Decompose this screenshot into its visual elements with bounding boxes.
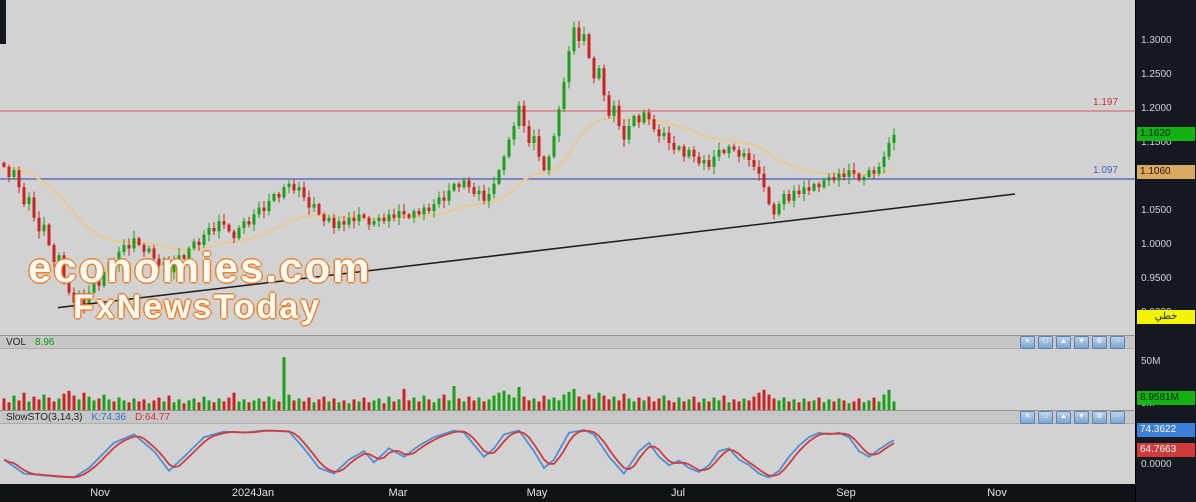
time-axis[interactable]: Nov 2024Jan Mar May Jul Sep Nov (0, 484, 1196, 502)
price-panel[interactable]: economies.com FxNewsToday 1.197 1.097 (0, 0, 1135, 335)
price-tick-label: 1.0500 (1141, 205, 1172, 216)
time-axis-label: Mar (388, 487, 408, 499)
stochastic-move-down-icon[interactable]: ▼ (1074, 410, 1089, 424)
stochastic-indicator-label: SlowSTO(3,14,3) (6, 411, 83, 423)
scale-type-badge[interactable]: خطي (1137, 310, 1195, 324)
candlestick-chart (0, 20, 1135, 314)
stochastic-lines-chart (3, 428, 895, 479)
stochastic-d-value: D:64.77 (135, 411, 171, 423)
price-tick-label: 1.2500 (1141, 69, 1172, 80)
price-tick-label: 1.1500 (1141, 137, 1172, 148)
time-axis-label: Nov (987, 487, 1007, 499)
time-axis-label: Nov (90, 487, 110, 499)
stochastic-k-value: K:74.36 (91, 411, 126, 423)
volume-indicator-value: 8.96 (35, 336, 55, 348)
stochastic-panel-header: SlowSTO(3,14,3) K:74.36 D:64.77 ✕ □ ▲ ▼ ⚙ ⋯ (0, 410, 1135, 424)
price-axis[interactable]: 1.30001.25001.20001.15001.10001.05001.00… (1135, 0, 1196, 502)
volume-bars-chart (2, 357, 896, 410)
stochastic-zero-label: 0.0000 (1141, 459, 1172, 470)
resistance-level-label: 1.197 (1093, 97, 1119, 108)
price-tick-label: 0.9500 (1141, 273, 1172, 284)
volume-panel-header: VOL 8.96 ✕ □ ▲ ▼ ⚙ ⋯ (0, 335, 1135, 349)
support-level-label: 1.097 (1093, 165, 1119, 176)
stochastic-panel-controls: ✕ □ ▲ ▼ ⚙ ⋯ (1020, 410, 1129, 424)
stochastic-more-icon[interactable]: ⋯ (1110, 410, 1125, 424)
time-axis-label: Sep (836, 487, 856, 499)
stochastic-settings-icon[interactable]: ⚙ (1092, 410, 1107, 424)
ma-value-badge: 1.1060 (1137, 165, 1195, 179)
volume-move-down-icon[interactable]: ▼ (1074, 335, 1089, 349)
price-tick-label: 1.2000 (1141, 103, 1172, 114)
volume-move-up-icon[interactable]: ▲ (1056, 335, 1071, 349)
stochastic-panel[interactable] (0, 424, 1135, 484)
volume-tick-label: 50M (1141, 356, 1161, 367)
time-axis-label: 2024Jan (231, 487, 275, 499)
stochastic-k-badge: 74.3622 (1137, 423, 1195, 437)
volume-more-icon[interactable]: ⋯ (1110, 335, 1125, 349)
window-edge-mark (0, 0, 6, 44)
stochastic-restore-icon[interactable]: □ (1038, 410, 1053, 424)
time-axis-label: Jul (670, 487, 686, 499)
volume-panel-controls: ✕ □ ▲ ▼ ⚙ ⋯ (1020, 335, 1129, 349)
volume-panel[interactable] (0, 349, 1135, 410)
price-tick-label: 1.0000 (1141, 239, 1172, 250)
stochastic-close-icon[interactable]: ✕ (1020, 410, 1035, 424)
last-price-badge: 1.1620 (1137, 127, 1195, 141)
stochastic-move-up-icon[interactable]: ▲ (1056, 410, 1071, 424)
volume-restore-icon[interactable]: □ (1038, 335, 1053, 349)
stochastic-d-badge: 64.7663 (1137, 443, 1195, 457)
volume-close-icon[interactable]: ✕ (1020, 335, 1035, 349)
price-tick-label: 1.3000 (1141, 35, 1172, 46)
time-axis-label: May (526, 487, 548, 499)
volume-settings-icon[interactable]: ⚙ (1092, 335, 1107, 349)
volume-indicator-label: VOL (6, 336, 27, 348)
volume-value-badge: 8.9581M (1137, 391, 1195, 405)
